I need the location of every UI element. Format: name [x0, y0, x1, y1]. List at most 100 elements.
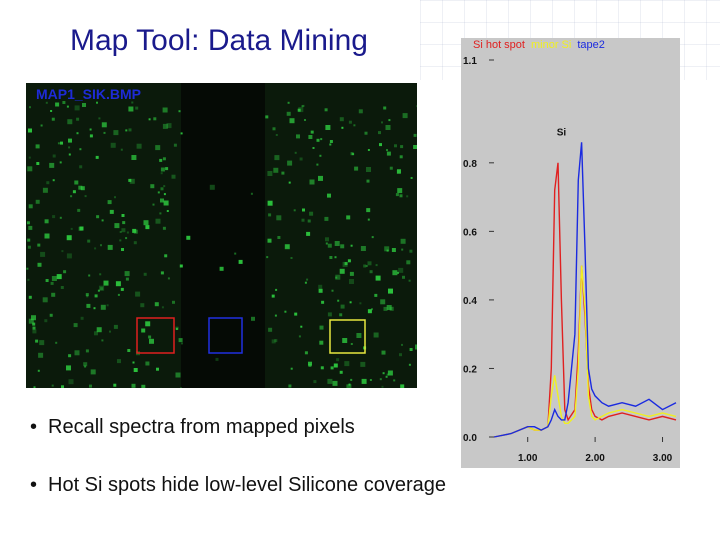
map-pixel [36, 162, 40, 165]
map-pixel [348, 120, 352, 124]
tape-box[interactable] [208, 317, 243, 354]
map-pixel [95, 155, 99, 159]
map-pixel [321, 300, 325, 304]
map-pixel [307, 219, 311, 223]
map-pixel [384, 246, 390, 252]
map-pixel [293, 209, 296, 212]
map-pixel [131, 383, 136, 388]
map-pixel [28, 225, 33, 230]
map-pixel [96, 101, 98, 104]
map-pixel [272, 127, 276, 131]
map-pixel [161, 306, 164, 309]
map-pixel [352, 153, 355, 156]
map-pixel [324, 216, 329, 221]
map-pixel [60, 141, 63, 145]
map-pixel [115, 281, 121, 287]
map-pixel [50, 281, 54, 285]
dark-tape-band [181, 83, 265, 388]
map-pixel [35, 144, 40, 149]
map-pixel [162, 123, 168, 129]
map-pixel [113, 324, 118, 329]
map-pixel [179, 264, 183, 268]
map-pixel [327, 193, 331, 198]
map-pixel [66, 365, 71, 371]
map-pixel [55, 341, 58, 344]
map-pixel [88, 274, 91, 277]
map-pixel [287, 101, 290, 104]
map-pixel [350, 244, 353, 247]
hot-spot-box[interactable] [136, 317, 175, 354]
map-pixel [273, 167, 279, 173]
map-pixel [167, 277, 170, 280]
map-filename-label: MAP1_SIK.BMP [36, 86, 142, 102]
map-pixel [119, 231, 122, 233]
map-pixel [76, 132, 79, 135]
map-pixel [397, 271, 399, 274]
map-pixel [386, 249, 389, 252]
map-pixel [28, 318, 34, 324]
map-pixel [319, 325, 324, 330]
map-pixel [68, 146, 71, 149]
map-pixel [155, 145, 161, 151]
map-pixel [304, 281, 307, 284]
map-pixel [37, 369, 40, 372]
map-pixel [163, 185, 166, 188]
map-pixel [329, 143, 332, 146]
map-pixel [178, 110, 181, 113]
map-pixel [298, 107, 304, 113]
map-pixel [312, 147, 315, 149]
map-pixel [119, 239, 122, 242]
map-pixel [342, 338, 348, 343]
map-pixel [288, 384, 292, 388]
map-pixel [93, 307, 96, 310]
map-pixel [336, 358, 340, 362]
map-pixel [186, 235, 191, 240]
map-pixel [44, 219, 49, 224]
map-pixel [27, 166, 33, 172]
map-pixel [60, 286, 64, 289]
map-pixel [178, 338, 183, 343]
map-pixel [367, 309, 372, 314]
map-pixel [77, 208, 81, 212]
map-pixel [175, 328, 178, 330]
map-pixel [154, 302, 159, 307]
map-pixel [44, 319, 48, 323]
map-pixel [100, 304, 106, 310]
map-pixel [367, 218, 370, 221]
map-pixel [409, 249, 413, 253]
map-pixel [342, 261, 348, 267]
map-pixel [319, 154, 322, 157]
map-pixel [131, 101, 134, 104]
map-pixel [37, 262, 42, 267]
map-pixel [181, 342, 183, 345]
map-pixel [265, 115, 269, 119]
map-pixel [52, 215, 56, 219]
map-pixel [82, 103, 86, 107]
map-pixel [335, 274, 341, 280]
map-pixel [160, 172, 163, 175]
map-pixel [397, 169, 401, 173]
map-pixel [160, 271, 164, 275]
map-pixel [76, 117, 80, 121]
map-pixel [100, 244, 102, 247]
map-pixel [381, 121, 383, 124]
map-pixel [66, 253, 72, 259]
map-pixel [381, 385, 384, 388]
map-pixel [52, 154, 56, 158]
map-pixel [350, 378, 353, 381]
map-pixel [379, 143, 382, 147]
minor-si-box[interactable] [329, 319, 366, 354]
map-pixel [290, 367, 293, 370]
map-pixel [399, 155, 403, 159]
map-pixel [408, 363, 411, 366]
map-pixel [324, 108, 328, 112]
map-pixel [251, 316, 255, 321]
map-pixel [335, 276, 338, 279]
y-tick-label: 0.0 [463, 433, 477, 444]
map-pixel [387, 370, 393, 376]
map-pixel [148, 335, 152, 339]
map-pixel [107, 200, 112, 205]
map-pixel [40, 124, 43, 127]
map-pixel [416, 105, 417, 108]
spectrum-chart-panel: 1.1 0.8 0.6 0.4 0.2 0.0 1.00 2.00 3.00 Si Si hot… [461, 38, 680, 468]
